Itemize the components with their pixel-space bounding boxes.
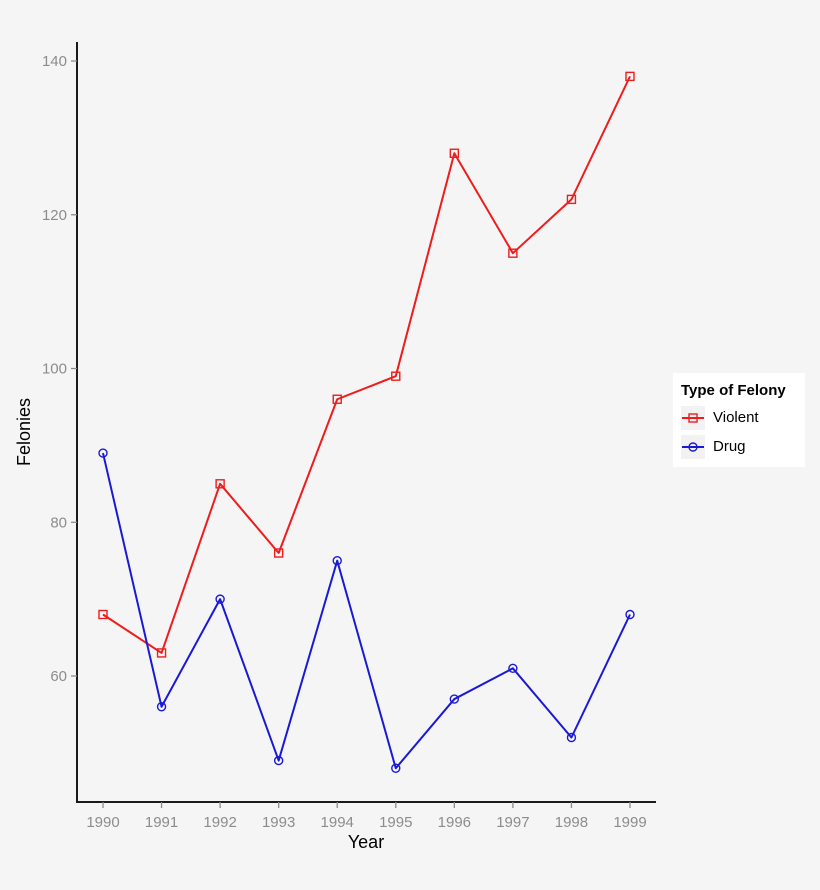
x-axis: 1990 1991 1992 1993 1994 1995 1996 1997 1998 1999	[76, 801, 656, 831]
legend-label-violent: Violent	[713, 409, 759, 426]
data-point	[625, 71, 635, 82]
circle-marker-icon	[682, 442, 704, 452]
y-axis: 60 80 100 120 140	[42, 42, 78, 803]
x-tick-label: 1991	[145, 814, 178, 831]
data-point	[508, 663, 518, 674]
y-tick-label: 120	[42, 207, 67, 224]
legend-key-drug	[681, 435, 705, 459]
x-tick-label: 1999	[613, 814, 646, 831]
y-tick-label: 80	[50, 514, 67, 531]
x-tick-label: 1992	[203, 814, 236, 831]
data-point	[566, 194, 577, 205]
data-point	[215, 594, 225, 604]
legend-item-violent: Violent	[681, 406, 801, 430]
data-point	[332, 394, 342, 404]
series-drug	[98, 448, 635, 773]
y-tick-label: 60	[50, 668, 67, 685]
data-point	[215, 479, 225, 489]
data-point	[508, 248, 518, 258]
legend-key-violent	[681, 406, 705, 430]
y-tick-label: 140	[42, 53, 67, 70]
series-layer	[98, 71, 635, 773]
legend: Type of Felony Violent Drug	[673, 373, 805, 467]
series-violent	[98, 71, 635, 658]
x-tick-label: 1995	[379, 814, 412, 831]
data-point	[98, 609, 108, 620]
data-point	[625, 609, 635, 620]
x-tick-label: 1997	[496, 814, 529, 831]
data-point	[391, 763, 401, 773]
data-point	[566, 732, 577, 743]
y-axis-title: Felonies	[14, 398, 34, 466]
legend-title: Type of Felony	[681, 382, 786, 399]
data-point	[156, 702, 167, 712]
x-tick-label: 1994	[321, 814, 354, 831]
data-point	[391, 371, 401, 381]
legend-item-drug: Drug	[681, 435, 801, 459]
data-point	[449, 694, 460, 704]
data-point	[332, 555, 342, 566]
data-point	[273, 548, 284, 558]
x-tick-label: 1998	[555, 814, 588, 831]
square-marker-icon	[682, 413, 704, 423]
y-tick-label: 100	[42, 361, 67, 378]
x-axis-title: Year	[348, 832, 384, 852]
data-point	[98, 448, 108, 458]
legend-label-drug: Drug	[713, 438, 746, 455]
data-point	[449, 148, 460, 158]
x-tick-label: 1996	[438, 814, 471, 831]
x-tick-label: 1993	[262, 814, 295, 831]
data-point	[156, 648, 167, 658]
x-tick-label: 1990	[86, 814, 119, 831]
data-point	[273, 755, 284, 766]
